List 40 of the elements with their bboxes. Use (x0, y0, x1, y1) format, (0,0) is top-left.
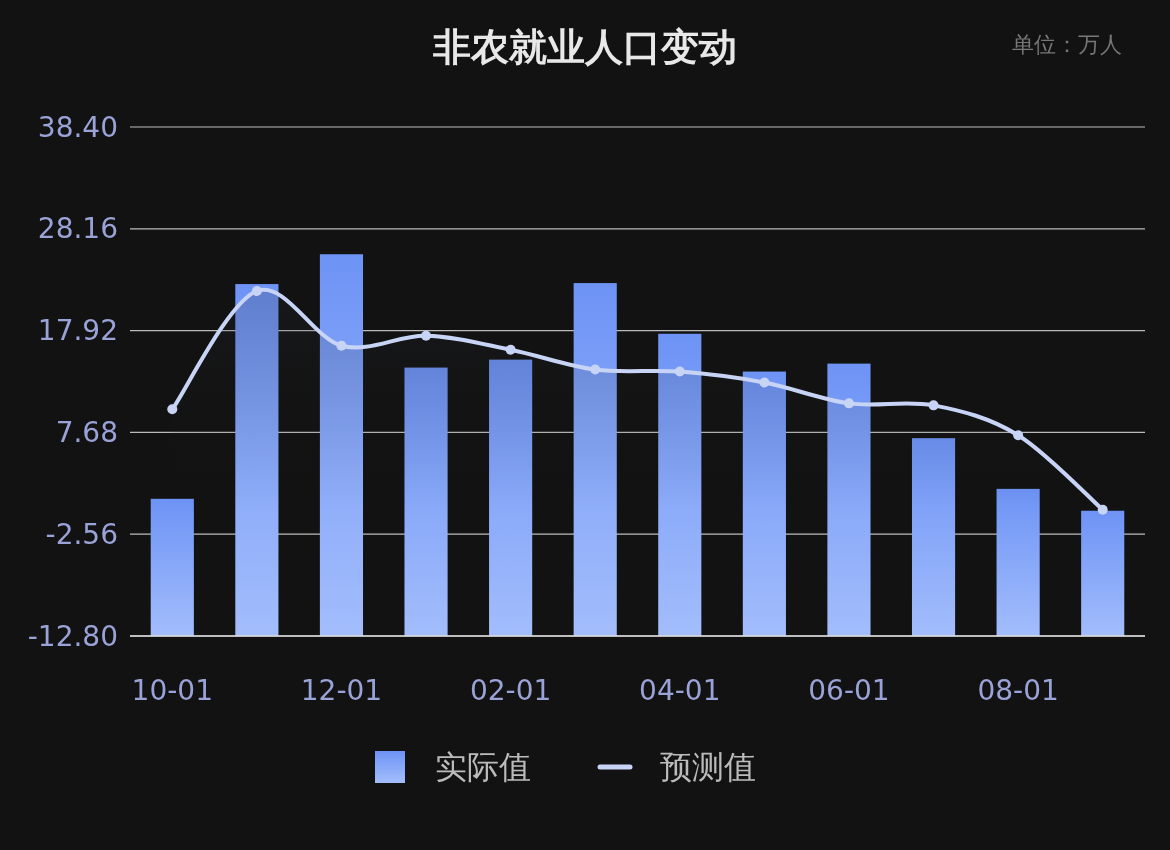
bar (827, 363, 871, 636)
bar (911, 438, 956, 636)
bar (996, 488, 1040, 636)
text: 单位：万人 (1012, 32, 1122, 57)
y-tick-label: 17.92 (37, 314, 118, 348)
point (674, 366, 685, 377)
bar (319, 254, 364, 636)
y-tick-label: -2.56 (45, 517, 118, 551)
point (421, 330, 432, 341)
bar (150, 498, 194, 636)
x-tick-label: 12-01 (300, 674, 383, 707)
bar (658, 333, 702, 636)
bar (489, 359, 533, 636)
point (336, 340, 347, 351)
point (843, 398, 854, 409)
point (167, 404, 178, 415)
chart-title: 非农就业人口变动 (432, 25, 737, 69)
legend-label: 预测值 (660, 748, 756, 786)
bar (235, 284, 279, 636)
bar (404, 367, 448, 636)
point (590, 364, 601, 375)
bar (573, 283, 617, 636)
x-tick-label: 04-01 (639, 674, 721, 707)
point (251, 286, 262, 297)
y-tick-label: 7.68 (55, 415, 118, 449)
point (928, 400, 939, 411)
point (759, 377, 770, 388)
point (505, 344, 516, 355)
y-tick-label: 38.40 (37, 110, 118, 144)
point (1013, 430, 1024, 441)
bar (742, 371, 786, 636)
x-tick-label: 02-01 (469, 674, 552, 707)
x-tick-label: 06-01 (808, 674, 890, 707)
legend-label: 实际值 (435, 748, 531, 786)
y-tick-label: 28.16 (37, 212, 118, 246)
x-tick-label: 10-01 (131, 674, 213, 707)
bar (1081, 510, 1125, 636)
point (1097, 504, 1108, 515)
y-tick-label: -12.80 (27, 619, 118, 653)
x-tick-label: 08-01 (977, 674, 1059, 707)
